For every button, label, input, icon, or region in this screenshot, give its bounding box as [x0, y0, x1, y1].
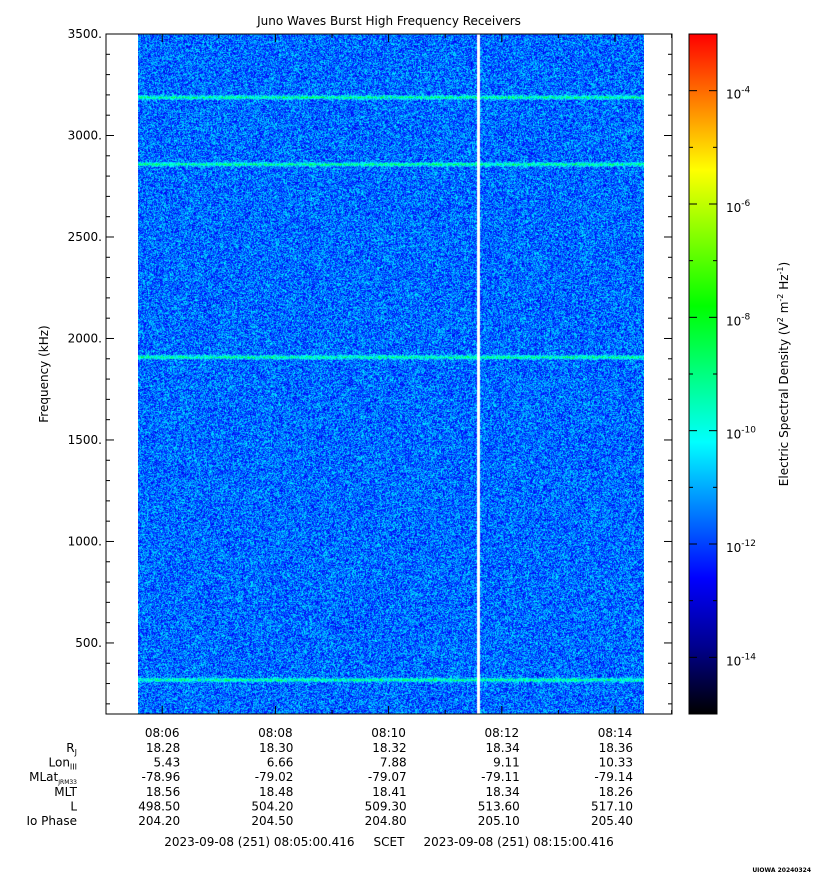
x-tick-label: 08:06: [145, 726, 180, 740]
ephemeris-row-label: LonIII: [49, 756, 78, 772]
spectrogram-plot-area: [105, 33, 673, 715]
y-axis: 500. 1000. 1500. 2000. 2500. 3000. 3500.: [68, 27, 672, 705]
ephemeris-value: 204.50: [251, 814, 293, 828]
ephemeris-value: 18.30: [259, 741, 293, 755]
ephemeris-value: 513.60: [478, 799, 520, 813]
ephemeris-row-label: MLT: [54, 785, 77, 799]
y-tick-label: 3000.: [68, 128, 102, 142]
ephemeris-value: 205.10: [478, 814, 520, 828]
spectrogram-image: [138, 34, 644, 714]
ephemeris-table: RJ 18.28 18.30 18.32 18.34 18.36 LonIII 5.43 6.6…: [26, 741, 633, 828]
colorbar-tick-label: 10-12: [726, 539, 756, 555]
colorbar-label-sup1: 2: [776, 317, 785, 322]
colorbar: 10-4 10-6 10-8 10-10 10-12 10-14 Electric Spe…: [688, 33, 791, 715]
ephemeris-value: 18.34: [485, 741, 519, 755]
ephemeris-value: 18.26: [599, 785, 633, 799]
ephemeris-value: 18.32: [372, 741, 406, 755]
colorbar-gradient: [688, 33, 718, 715]
ephemeris-value: 10.33: [599, 756, 633, 770]
x-tick-label: 08:14: [598, 726, 633, 740]
colorbar-label-main: Electric Spectral Density (V: [777, 321, 791, 486]
colorbar-ticks: 10-4 10-6 10-8 10-10 10-12 10-14: [689, 33, 756, 715]
y-tick-label: 500.: [75, 636, 102, 650]
y-tick-label: 3500.: [68, 27, 102, 41]
ephemeris-value: 18.48: [259, 785, 293, 799]
ephemeris-row-label: Io Phase: [26, 814, 77, 828]
ephemeris-row-label: MLatJRM33: [29, 770, 77, 786]
x-tick-label: 08:10: [371, 726, 406, 740]
y-tick-label: 2000.: [68, 331, 102, 345]
ephemeris-value: 9.11: [493, 756, 520, 770]
ephemeris-row-label: L: [70, 799, 77, 813]
colorbar-label-sup3: -1: [776, 267, 785, 275]
ephemeris-value: 18.41: [372, 785, 406, 799]
y-axis-label: Frequency (kHz): [37, 325, 51, 422]
ephemeris-value: 5.43: [153, 756, 180, 770]
ephemeris-row-label: RJ: [66, 741, 77, 757]
colorbar-tick-label: 10-8: [726, 312, 751, 328]
y-tick-label: 1000.: [68, 534, 102, 548]
ephemeris-value: 18.28: [146, 741, 180, 755]
ephemeris-value: 504.20: [251, 799, 293, 813]
colorbar-label-end: ): [777, 262, 791, 267]
colorbar-label: Electric Spectral Density (V2 m-2 Hz-1): [776, 262, 791, 486]
x-tick-label: 08:12: [485, 726, 520, 740]
chart-title: Juno Waves Burst High Frequency Receiver…: [256, 14, 521, 28]
ephemeris-value: -79.02: [255, 770, 294, 784]
x-axis: 08:06 08:08 08:10 08:12 08:14: [145, 34, 673, 740]
ephemeris-value: 18.36: [599, 741, 633, 755]
ephemeris-value: 509.30: [365, 799, 407, 813]
ephemeris-value: 18.56: [146, 785, 180, 799]
colorbar-label-mid2: Hz: [777, 274, 791, 293]
ephemeris-value: 498.50: [138, 799, 180, 813]
ephemeris-value: 7.88: [380, 756, 407, 770]
x-tick-label: 08:08: [258, 726, 293, 740]
ephemeris-value: 18.34: [485, 785, 519, 799]
colorbar-tick-label: 10-4: [726, 86, 751, 102]
colorbar-label-mid1: m: [777, 302, 791, 318]
ephemeris-value: -79.14: [594, 770, 633, 784]
colorbar-tick-label: 10-10: [726, 426, 756, 442]
ephemeris-value: -79.07: [368, 770, 407, 784]
y-tick-label: 1500.: [68, 433, 102, 447]
footer-time-range: 2023-09-08 (251) 08:05:00.416 SCET 2023-…: [164, 835, 614, 849]
colorbar-tick-label: 10-6: [726, 199, 751, 215]
ephemeris-value: 204.80: [365, 814, 407, 828]
ephemeris-value: -78.96: [142, 770, 181, 784]
credit-label: UIOWA 20240324: [752, 867, 811, 874]
colorbar-label-sup2: -2: [776, 294, 785, 302]
ephemeris-value: 204.20: [138, 814, 180, 828]
y-tick-label: 2500.: [68, 230, 102, 244]
ephemeris-value: -79.11: [481, 770, 520, 784]
ephemeris-value: 517.10: [591, 799, 633, 813]
colorbar-tick-label: 10-14: [726, 652, 756, 668]
ephemeris-value: 205.40: [591, 814, 633, 828]
ephemeris-value: 6.66: [267, 756, 294, 770]
